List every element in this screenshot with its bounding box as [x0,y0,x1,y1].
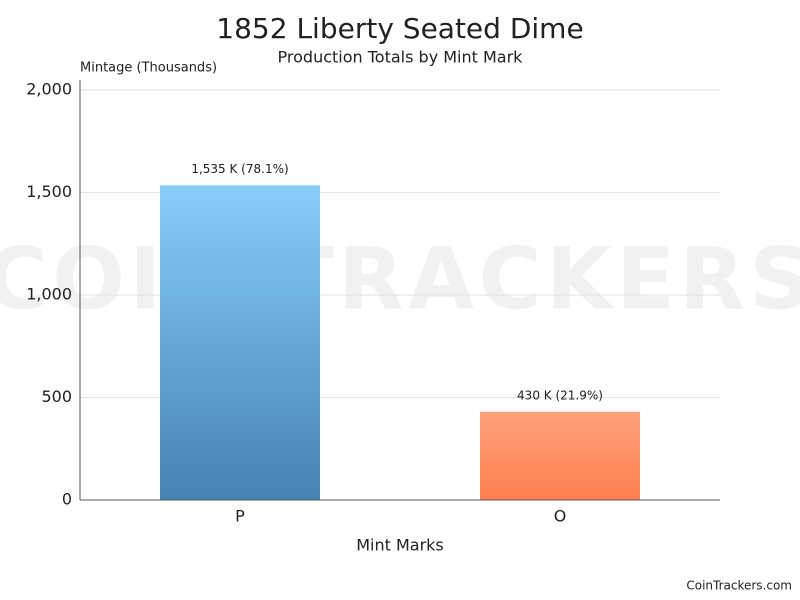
y-tick-label: 500 [41,387,72,406]
x-tick-label: P [235,507,245,526]
chart-title: 1852 Liberty Seated Dime [216,12,583,45]
y-tick-label: 2,000 [26,80,72,99]
footer: CoinTrackers.com [686,579,792,593]
chart-subtitle: Production Totals by Mint Mark [278,48,524,67]
x-tick-label: O [554,507,567,526]
y-tick-label: 0 [62,490,72,509]
bar [160,185,320,500]
y-tick-label: 1,000 [26,285,72,304]
y-axis-title: Mintage (Thousands) [80,61,217,76]
bar [480,412,640,500]
y-tick-label: 1,500 [26,182,72,201]
x-axis-title: Mint Marks [356,536,444,555]
data-label: 430 K (21.9%) [517,388,603,402]
data-label: 1,535 K (78.1%) [191,162,288,176]
watermark: COIN TRACKERS [0,229,800,329]
